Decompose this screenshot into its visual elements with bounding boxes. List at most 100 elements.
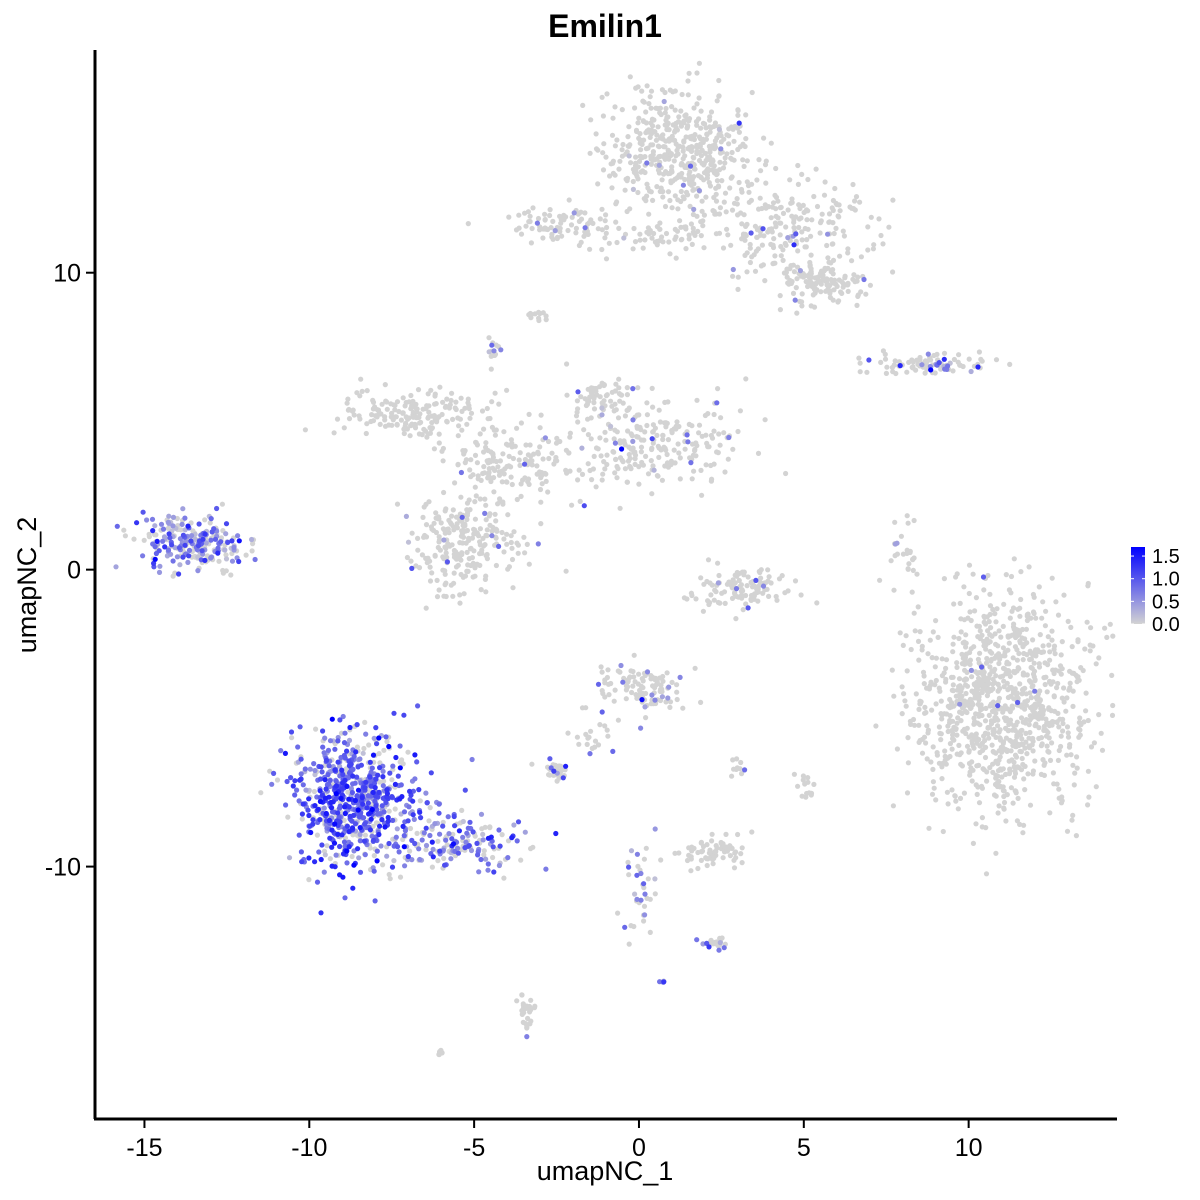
data-point <box>619 107 625 113</box>
data-point <box>924 756 930 762</box>
data-point <box>617 398 623 404</box>
data-point <box>933 677 939 684</box>
data-point <box>410 798 416 804</box>
data-point <box>961 726 968 732</box>
data-point <box>979 783 985 790</box>
data-point <box>740 607 746 613</box>
data-point <box>1061 685 1067 691</box>
data-point <box>553 457 559 464</box>
data-point <box>758 575 764 581</box>
data-point <box>444 396 450 402</box>
data-point <box>857 199 863 205</box>
data-point <box>436 539 442 545</box>
data-point <box>231 544 237 551</box>
data-point <box>524 541 530 548</box>
data-point <box>906 561 912 567</box>
data-point <box>654 679 660 685</box>
data-point <box>511 822 517 828</box>
data-point <box>593 388 599 394</box>
data-point <box>734 756 740 762</box>
data-point <box>354 774 360 780</box>
data-point <box>1057 716 1063 722</box>
data-point <box>798 592 804 598</box>
data-point <box>1017 613 1023 619</box>
data-point <box>633 171 639 177</box>
data-point <box>736 577 742 584</box>
data-point <box>402 863 408 869</box>
data-point <box>540 456 546 462</box>
data-point <box>351 812 357 819</box>
data-point <box>743 223 749 229</box>
data-point <box>996 660 1002 667</box>
data-point <box>195 554 201 560</box>
data-point <box>329 716 335 722</box>
data-point <box>149 516 156 522</box>
data-point <box>141 537 147 543</box>
data-point <box>410 788 416 794</box>
data-point <box>477 526 483 532</box>
data-point <box>423 790 429 796</box>
data-point <box>984 778 990 784</box>
data-point <box>981 733 987 739</box>
data-point <box>954 687 961 693</box>
data-point <box>675 119 682 125</box>
data-point <box>698 839 705 846</box>
data-point <box>158 521 165 527</box>
data-point <box>775 198 781 204</box>
data-point <box>447 543 453 549</box>
data-point <box>331 840 338 846</box>
data-point <box>1011 774 1018 780</box>
data-point <box>966 356 972 362</box>
data-point <box>648 88 655 94</box>
data-point <box>169 542 175 548</box>
data-point <box>1060 720 1066 727</box>
data-point <box>1046 642 1052 648</box>
data-point <box>954 732 960 738</box>
data-point <box>841 233 848 239</box>
data-point <box>393 834 399 840</box>
data-point <box>644 181 650 187</box>
data-point <box>569 502 575 508</box>
data-point <box>312 767 318 774</box>
data-point <box>738 210 744 216</box>
data-point <box>427 425 433 431</box>
data-point <box>326 763 332 769</box>
data-point <box>639 459 645 466</box>
data-point <box>439 411 445 418</box>
data-point <box>979 712 985 719</box>
data-point <box>289 735 295 741</box>
data-point <box>814 203 821 210</box>
data-point <box>913 691 919 697</box>
data-point <box>728 155 734 161</box>
data-point <box>383 398 389 404</box>
data-point <box>967 609 973 615</box>
data-point <box>582 225 588 231</box>
data-point <box>736 179 742 186</box>
data-point <box>705 598 711 604</box>
data-point <box>396 408 402 415</box>
data-point <box>540 235 546 241</box>
data-point <box>689 241 695 247</box>
data-point <box>225 539 231 546</box>
data-point <box>796 224 802 231</box>
data-point <box>472 833 478 839</box>
data-point <box>389 422 395 428</box>
data-point <box>415 387 422 393</box>
data-point <box>761 233 767 239</box>
data-point <box>698 108 704 114</box>
data-point <box>923 740 929 746</box>
data-point <box>694 122 700 128</box>
data-point <box>716 93 722 99</box>
data-point <box>995 810 1001 816</box>
data-point <box>956 352 962 358</box>
data-point <box>832 185 838 192</box>
data-point <box>547 212 553 219</box>
data-point <box>367 845 373 851</box>
data-point <box>648 142 654 148</box>
data-point <box>531 451 537 457</box>
data-point <box>509 556 516 563</box>
data-point <box>824 276 830 282</box>
data-point <box>625 407 631 413</box>
data-point <box>442 862 448 868</box>
data-point <box>635 863 641 869</box>
